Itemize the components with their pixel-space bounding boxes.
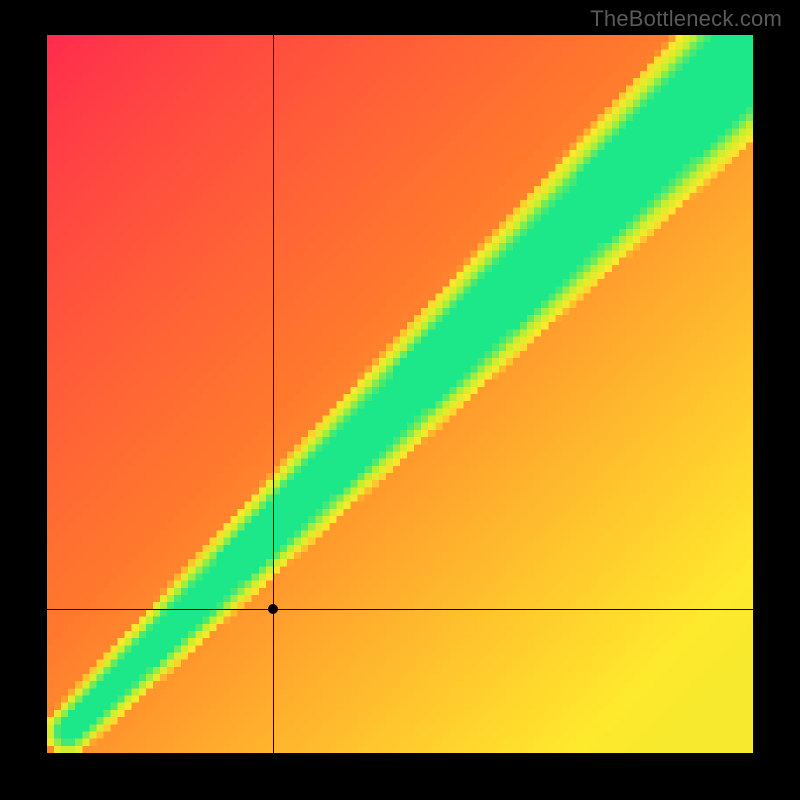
heatmap-canvas — [47, 35, 753, 753]
watermark-text: TheBottleneck.com — [590, 6, 782, 32]
crosshair-horizontal — [47, 609, 753, 610]
marker-dot — [268, 604, 278, 614]
crosshair-vertical — [273, 35, 274, 753]
heatmap-plot-area — [47, 35, 753, 753]
